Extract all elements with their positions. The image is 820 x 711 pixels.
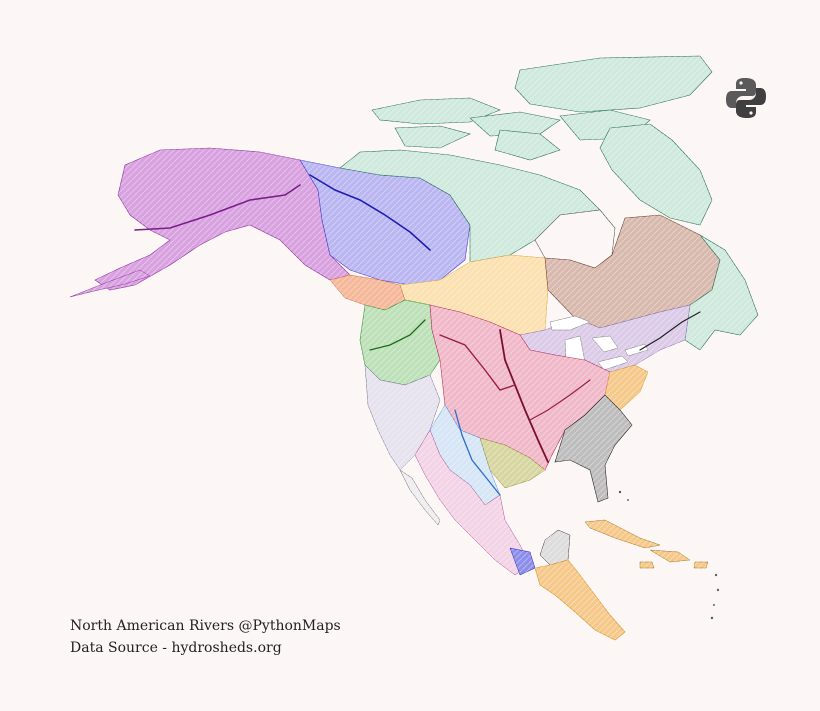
st-lawrence-river — [639, 311, 701, 351]
mississippi-river — [499, 329, 549, 463]
ohio-river — [529, 379, 591, 421]
columbia-river — [369, 319, 426, 351]
mackenzie-river — [309, 174, 431, 251]
data-source-caption: Data Source - hydrosheds.org — [70, 640, 282, 656]
yukon-river — [134, 184, 301, 231]
python-logo-icon — [726, 78, 766, 118]
rio-grande-river — [454, 409, 501, 496]
major-rivers — [134, 174, 701, 496]
map-title-caption: North American Rivers @PythonMaps — [70, 618, 341, 634]
missouri-river — [439, 334, 516, 391]
